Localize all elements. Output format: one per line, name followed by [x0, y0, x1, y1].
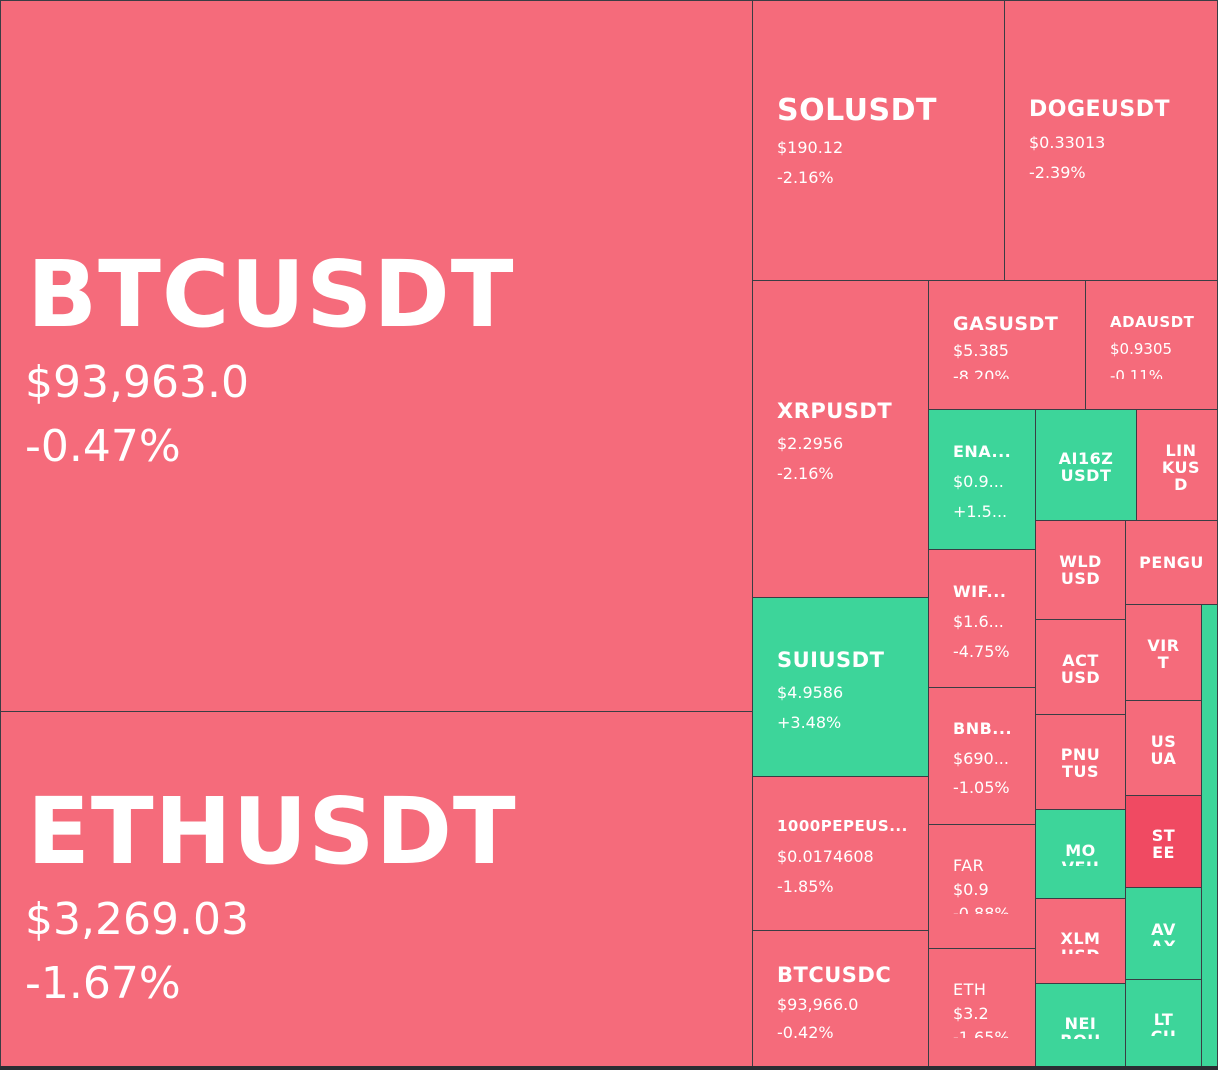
tile-symbol: VIRT	[1147, 636, 1180, 672]
tile-linkusdt[interactable]: LINKUSD	[1136, 409, 1218, 521]
tile-virtualusdt[interactable]: VIRT	[1125, 604, 1202, 701]
tile-actusdt[interactable]: ACT USD	[1035, 619, 1126, 715]
tile-change: -4.75%	[953, 642, 1010, 661]
tile-price: $2.2956	[777, 434, 844, 453]
tile-price: $0.0174608	[777, 847, 874, 866]
tile-symbol: BTCUSDC	[777, 963, 892, 987]
tile-pnutusdt[interactable]: PNUTUS	[1035, 714, 1126, 810]
tile-price: $0.9...	[953, 472, 1004, 491]
tile-ltcusdt[interactable]: LTCU	[1125, 979, 1202, 1070]
tile-symbol: SUIUSDT	[777, 648, 885, 672]
tile-fartcoinusdt[interactable]: FAR $0.9 -0.88%	[928, 824, 1036, 949]
tile-price: $3,269.03	[25, 894, 249, 945]
tile-change: +3.48%	[777, 713, 842, 732]
tile-adausdt[interactable]: ADAUSDT $0.9305 -0.11%	[1085, 280, 1218, 410]
tile-price: $93,966.0	[777, 995, 859, 1014]
tile-solusdt[interactable]: SOLUSDT $190.12 -2.16%	[752, 0, 1005, 281]
tile-symbol: WIF...	[953, 582, 1007, 601]
tile-avaxusdt[interactable]: AVAX	[1125, 887, 1202, 980]
tile-change: +1.5...	[953, 502, 1008, 521]
tile-symbol: 1000PEPEUS...	[777, 817, 908, 835]
tile-symbol: AVAX	[1151, 920, 1176, 946]
tile-usualusdt[interactable]: USUA	[1125, 700, 1202, 796]
tile-symbol: ACT USD	[1060, 651, 1101, 687]
tile-change: -1.67%	[25, 958, 181, 1009]
tile-ethusdt[interactable]: ETHUSDT $3,269.03 -1.67%	[0, 711, 753, 1070]
tile-change: -2.16%	[777, 464, 834, 483]
tile-symbol: ETHUSDT	[27, 778, 517, 885]
tile-price: $0.9305	[1110, 340, 1173, 358]
tile-symbol: ENA...	[953, 442, 1012, 461]
tile-symbol: PENGU	[1139, 553, 1204, 572]
tile-change: -0.42%	[777, 1023, 834, 1040]
tile-gasusdt[interactable]: GASUSDT $5.385 -8.20%	[928, 280, 1086, 410]
tile-price: $1.6...	[953, 612, 1004, 631]
tile-change: -2.39%	[1029, 163, 1086, 182]
tile-enausdt[interactable]: ENA... $0.9... +1.5...	[928, 409, 1036, 550]
tile-xlmusdt[interactable]: XLM USD	[1035, 898, 1126, 984]
tile-change: -0.47%	[25, 421, 181, 472]
tile-symbol: WLD USD	[1059, 552, 1102, 588]
tile-symbol: DOGEUSDT	[1029, 97, 1171, 122]
tile-wifusdt[interactable]: WIF... $1.6... -4.75%	[928, 549, 1036, 688]
tile-symbol: XLM USD	[1060, 929, 1101, 954]
tile-change: -8.20%	[953, 367, 1010, 379]
bottom-border	[0, 1066, 1218, 1070]
tile-change: -1.65%	[953, 1028, 1010, 1038]
tile-symbol: PNUTUS	[1060, 745, 1101, 781]
tile-btcusdc[interactable]: BTCUSDC $93,966.0 -0.42%	[752, 930, 929, 1070]
tile-symbol: STEE	[1151, 826, 1176, 860]
tile-symbol: LTCU	[1151, 1010, 1176, 1036]
tile-suiusdt[interactable]: SUIUSDT $4.9586 +3.48%	[752, 597, 929, 777]
tile-symbol: GASUSDT	[953, 313, 1059, 335]
tile-price: $0.9	[953, 880, 989, 899]
tile-symbol: SOLUSDT	[777, 93, 937, 128]
tile-price: $5.385	[953, 341, 1009, 360]
tile-symbol: BTCUSDT	[27, 241, 515, 348]
tile-symbol: ETH	[953, 980, 987, 999]
tile-price: $190.12	[777, 138, 844, 157]
tile-symbol: AI16Z USDT	[1058, 449, 1114, 485]
tile-change: -0.88%	[953, 904, 1010, 914]
tile-change: -1.05%	[953, 778, 1010, 797]
tile-symbol: ADAUSDT	[1110, 313, 1195, 331]
tile-symbol: USUA	[1150, 732, 1177, 768]
tile-symbol: LINKUSD	[1161, 441, 1201, 492]
tile-symbol: MOVEUS	[1062, 841, 1099, 866]
tile-price: $690...	[953, 749, 1009, 768]
tile-bnbusdt[interactable]: BNB... $690... -1.05%	[928, 687, 1036, 825]
tile-dogeusdt[interactable]: DOGEUSDT $0.33013 -2.39%	[1004, 0, 1218, 281]
tile-symbol: NEIROU	[1060, 1014, 1100, 1039]
tile-btcusdt[interactable]: BTCUSDT $93,963.0 -0.47%	[0, 0, 753, 712]
tile-price: $0.33013	[1029, 133, 1106, 152]
tile-xrpusdt[interactable]: XRPUSDT $2.2956 -2.16%	[752, 280, 929, 598]
tile-ai16zusdt[interactable]: AI16Z USDT	[1035, 409, 1137, 521]
tile-price: $3.2	[953, 1004, 989, 1023]
tile-change: -1.85%	[777, 877, 834, 896]
tile-steemusdt[interactable]: STEE	[1125, 795, 1202, 888]
tile-moveusdt[interactable]: MOVEUS	[1035, 809, 1126, 899]
tile-symbol: FAR	[953, 856, 985, 875]
tile-1000pepeusdt[interactable]: 1000PEPEUS... $0.0174608 -1.85%	[752, 776, 929, 931]
tile-penguusdt[interactable]: PENGU	[1125, 520, 1218, 605]
tile-symbol: BNB...	[953, 719, 1013, 738]
tile-price: $4.9586	[777, 683, 844, 702]
tile-ethusdc[interactable]: ETH $3.2 -1.65%	[928, 948, 1036, 1070]
tile-wldusdt[interactable]: WLD USD	[1035, 520, 1126, 620]
tile-price: $93,963.0	[25, 357, 249, 408]
tile-symbol: XRPUSDT	[777, 399, 893, 423]
tile-sliver[interactable]	[1201, 604, 1218, 1070]
tile-change: -2.16%	[777, 168, 834, 187]
tile-change: -0.11%	[1110, 367, 1164, 379]
tile-neirousdt[interactable]: NEIROU	[1035, 983, 1126, 1070]
